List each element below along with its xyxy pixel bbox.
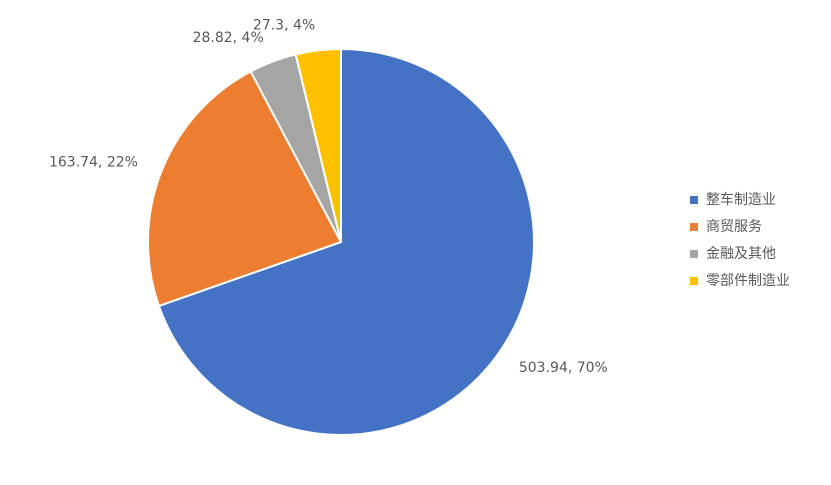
legend-label: 商贸服务 [706,219,762,235]
legend-swatch [690,196,698,204]
legend-swatch [690,250,698,258]
data-label: 503.94, 70% [519,360,608,376]
pie-slice [147,70,343,308]
data-label: 27.3, 4% [253,18,315,34]
legend-label: 金融及其他 [706,246,776,262]
legend-label: 整车制造业 [706,191,776,208]
data-label: 163.74, 22% [49,155,138,171]
pie-slice [294,47,342,243]
legend-swatch [690,223,698,231]
pie-slice [157,47,535,436]
data-label: 28.82, 4% [193,30,264,46]
legend-swatch [690,277,698,285]
legend-label: 零部件制造业 [706,273,790,289]
